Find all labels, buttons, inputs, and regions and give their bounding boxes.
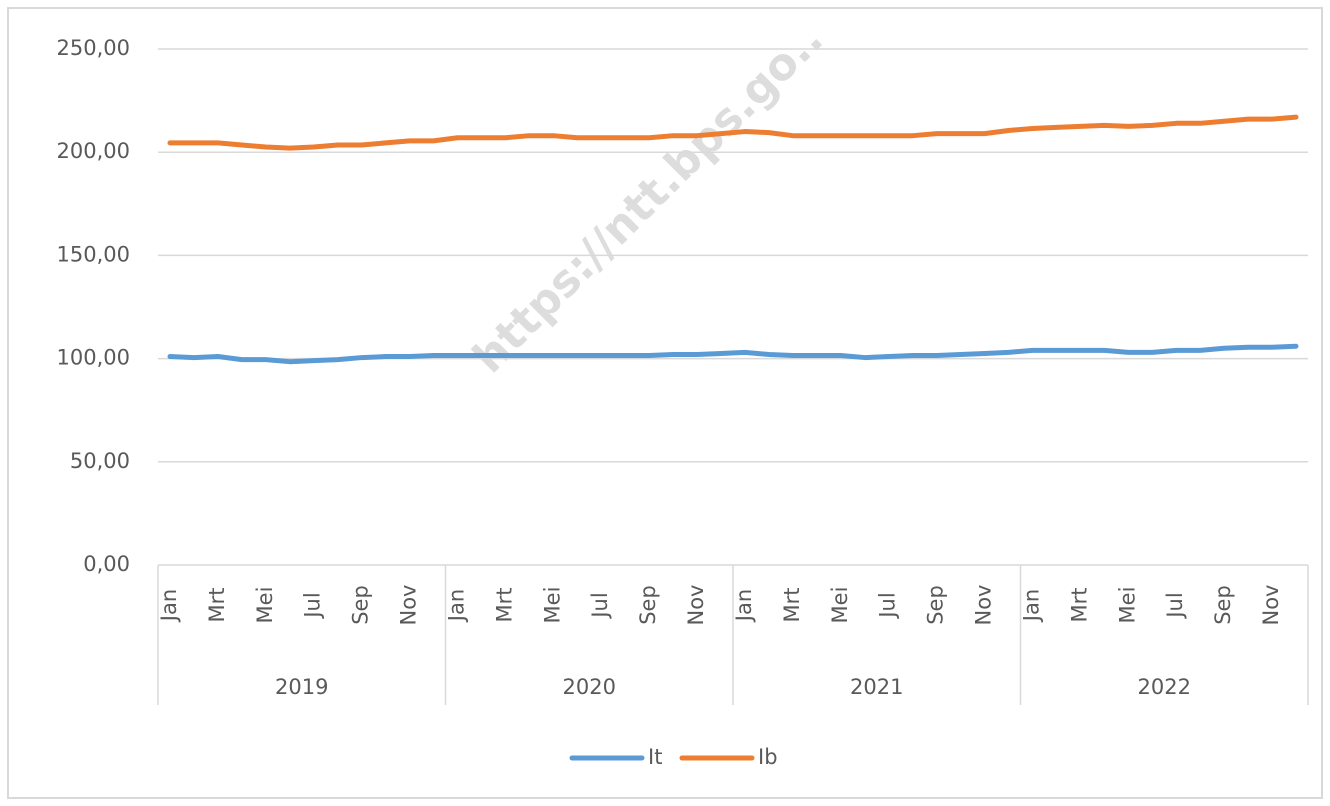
x-tick-label: Mei [540, 587, 564, 624]
x-tick-label: Sep [636, 585, 660, 625]
x-tick-label: Jul [1163, 592, 1187, 619]
x-tick-label: Sep [924, 585, 948, 625]
group-label: 2022 [1138, 675, 1191, 699]
line-series [167, 114, 1299, 151]
x-tick-label: Jul [876, 592, 900, 619]
group-label: 2020 [563, 675, 616, 699]
x-tick-label: Nov [1259, 585, 1283, 626]
x-tick-label: Nov [684, 585, 708, 626]
x-tick-label: Mrt [1067, 588, 1091, 623]
group-label: 2021 [850, 675, 903, 699]
x-tick-label: Sep [1211, 585, 1235, 625]
x-tick-label: Jan [157, 589, 181, 623]
y-tick-label: 250,00 [57, 36, 130, 60]
x-tick-label: Nov [972, 585, 996, 626]
y-tick-label: 150,00 [57, 242, 130, 266]
y-tick-label: 100,00 [57, 346, 130, 370]
x-tick-label: Mei [253, 587, 277, 624]
group-label: 2019 [275, 675, 328, 699]
y-tick-label: 200,00 [57, 139, 130, 163]
x-tick-label: Mrt [205, 588, 229, 623]
chart-frame [7, 7, 1323, 799]
x-tick-label: Nov [397, 585, 421, 626]
x-tick-label: Mei [1115, 587, 1139, 624]
x-tick-label: Jul [301, 592, 325, 619]
legend-label: Ib [758, 745, 778, 769]
x-tick-label: Jan [444, 589, 468, 623]
x-tick-label: Mrt [780, 588, 804, 623]
line-series [167, 343, 1299, 365]
y-tick-label: 0,00 [83, 552, 130, 576]
x-tick-label: Mei [828, 587, 852, 624]
x-tick-label: Jul [588, 592, 612, 619]
x-tick-label: Mrt [492, 588, 516, 623]
x-tick-label: Jan [1019, 589, 1043, 623]
y-tick-label: 50,00 [70, 449, 130, 473]
x-tick-label: Sep [349, 585, 373, 625]
legend-label: It [648, 745, 662, 769]
x-tick-label: Jan [732, 589, 756, 623]
